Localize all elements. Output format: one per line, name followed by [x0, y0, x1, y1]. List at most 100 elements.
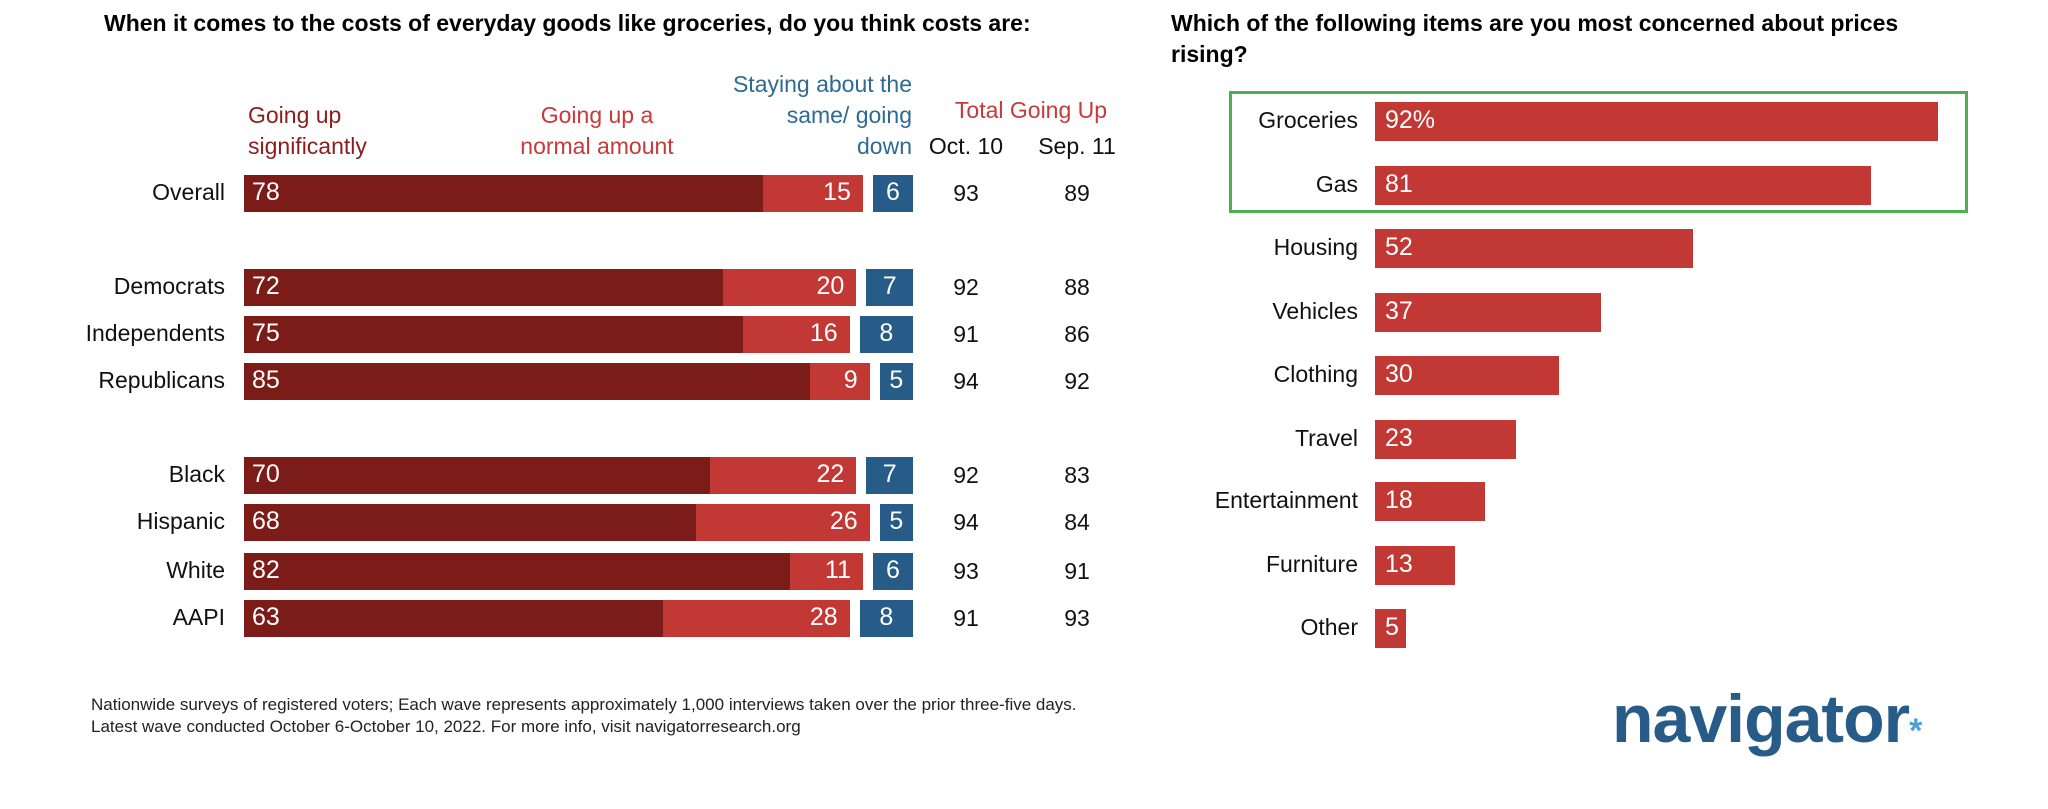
- total-oct10: 93: [953, 180, 979, 206]
- bar-going-up-normal: [762, 174, 863, 212]
- legend-going-up-normal: Going up a normal amount: [520, 102, 674, 159]
- value-label: 92%: [1385, 106, 1436, 134]
- total-sep11: 84: [1064, 509, 1090, 535]
- total-sep11: 86: [1064, 321, 1090, 347]
- bar-staying-same: [879, 362, 913, 400]
- asterisk-icon: *: [1909, 712, 1922, 750]
- bar: [1375, 101, 1939, 141]
- total-sep11: 88: [1064, 274, 1090, 300]
- row-label: Gas: [1315, 171, 1358, 197]
- value-label: 37: [1385, 297, 1413, 325]
- value-label: 72: [252, 272, 280, 300]
- bar-going-up-significantly: [244, 599, 665, 637]
- bar-going-up-significantly: [244, 268, 725, 306]
- value-label: 11: [825, 556, 851, 584]
- value-label: 30: [1385, 360, 1413, 388]
- logo-text: navigator: [1612, 681, 1910, 757]
- bar-going-up-significantly: [244, 456, 711, 494]
- bar-going-up-normal: [789, 552, 863, 590]
- value-label: 68: [252, 507, 280, 535]
- value-label: 18: [1385, 486, 1413, 514]
- value-label: 8: [879, 603, 894, 631]
- value-label: 6: [886, 556, 900, 584]
- value-label: 5: [889, 366, 904, 394]
- total-sep11: 92: [1064, 368, 1090, 394]
- total-oct10: 91: [953, 605, 979, 631]
- value-label: 82: [252, 556, 280, 584]
- bar-staying-same: [872, 552, 913, 590]
- value-label: 81: [1385, 170, 1413, 198]
- value-label: 22: [816, 460, 845, 488]
- total-oct10: 92: [953, 462, 979, 488]
- bar: [1375, 228, 1694, 268]
- total-sep11: 89: [1064, 180, 1090, 206]
- row-label: Black: [168, 461, 225, 487]
- bar: [1375, 608, 1406, 648]
- total-sep11: 91: [1064, 558, 1090, 584]
- legend-going-up-significantly: Going up significantly: [248, 102, 367, 159]
- navigator-logo: navigator*: [1612, 680, 1922, 758]
- row-label: Entertainment: [1214, 487, 1358, 513]
- bar: [1375, 419, 1516, 459]
- value-label: 13: [1385, 550, 1413, 578]
- bar: [1375, 545, 1455, 585]
- value-label: 70: [252, 460, 280, 488]
- row-label: Furniture: [1265, 551, 1358, 577]
- bar: [1375, 355, 1559, 395]
- bar-going-up-significantly: [244, 362, 811, 400]
- bar-going-up-normal: [662, 599, 850, 637]
- left-chart-title: When it comes to the costs of everyday g…: [104, 10, 1031, 36]
- value-label: 78: [252, 178, 280, 206]
- col-header-oct10: Oct. 10: [928, 133, 1004, 159]
- row-label: Travel: [1294, 425, 1358, 451]
- bar-staying-same: [866, 268, 913, 306]
- row-label: AAPI: [172, 604, 225, 630]
- value-label: 26: [829, 507, 858, 535]
- value-label: 9: [843, 366, 858, 394]
- row-label: Overall: [152, 179, 225, 205]
- bar-going-up-normal: [809, 362, 870, 400]
- value-label: 75: [252, 319, 280, 347]
- value-label: 7: [882, 272, 897, 300]
- bar: [1375, 165, 1871, 205]
- row-label: Clothing: [1273, 361, 1358, 387]
- value-label: 8: [879, 319, 894, 347]
- bar-going-up-normal: [742, 315, 850, 353]
- total-going-up-header: Total Going Up: [954, 97, 1108, 123]
- bar-going-up-significantly: [244, 315, 745, 353]
- value-label: 52: [1385, 233, 1413, 261]
- bar-going-up-significantly: [244, 552, 791, 590]
- bar-going-up-significantly: [244, 174, 765, 212]
- total-oct10: 94: [953, 509, 979, 535]
- value-label: 7: [882, 460, 897, 488]
- footer-note-1: Nationwide surveys of registered voters;…: [91, 695, 1077, 714]
- row-label: Vehicles: [1272, 298, 1358, 324]
- row-label: White: [166, 557, 225, 583]
- total-sep11: 83: [1064, 462, 1090, 488]
- legend-staying-same: Staying about the same/ going down: [732, 71, 912, 159]
- bar-staying-same: [879, 503, 913, 541]
- row-label: Housing: [1273, 234, 1358, 260]
- footer-note-2: Latest wave conducted October 6-October …: [91, 717, 801, 736]
- value-label: 15: [823, 178, 851, 206]
- value-label: 5: [1385, 613, 1399, 641]
- total-oct10: 94: [953, 368, 979, 394]
- bar-going-up-significantly: [244, 503, 698, 541]
- row-label: Hispanic: [136, 508, 225, 534]
- value-label: 6: [886, 178, 900, 206]
- value-label: 20: [816, 272, 845, 300]
- total-oct10: 92: [953, 274, 979, 300]
- row-label: Independents: [85, 320, 225, 346]
- bar: [1375, 292, 1602, 332]
- value-label: 63: [252, 603, 280, 631]
- value-label: 85: [252, 366, 280, 394]
- bar-going-up-normal: [696, 503, 870, 541]
- value-label: 23: [1385, 424, 1413, 452]
- value-label: 28: [809, 603, 838, 631]
- right-chart-title: Which of the following items are you mos…: [1171, 10, 1899, 67]
- bar-staying-same: [866, 456, 913, 494]
- col-header-sep11: Sep. 11: [1038, 133, 1116, 159]
- value-label: 16: [809, 319, 838, 347]
- row-label: Other: [1300, 614, 1358, 640]
